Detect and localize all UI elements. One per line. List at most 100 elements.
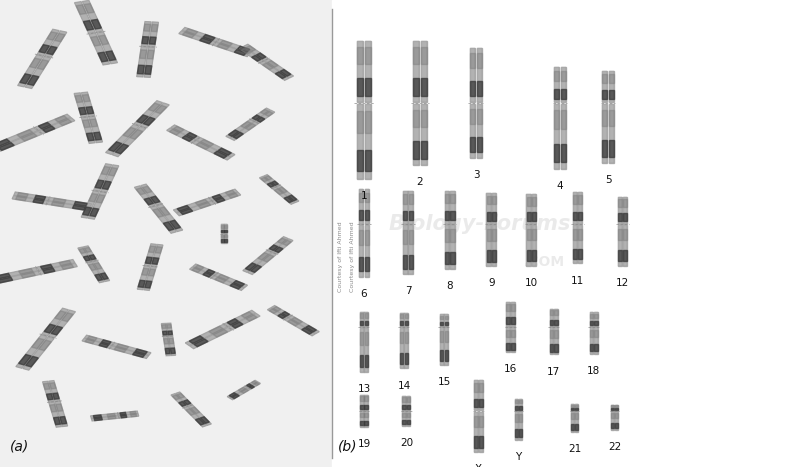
Polygon shape (178, 402, 186, 406)
Polygon shape (47, 201, 90, 211)
Polygon shape (288, 319, 298, 326)
Polygon shape (0, 273, 10, 279)
Polygon shape (38, 340, 51, 351)
Polygon shape (403, 230, 407, 244)
Polygon shape (252, 56, 261, 61)
Polygon shape (440, 351, 443, 361)
Polygon shape (477, 104, 482, 158)
Polygon shape (421, 104, 426, 165)
Polygon shape (221, 224, 224, 234)
Polygon shape (403, 225, 407, 274)
Polygon shape (486, 212, 490, 220)
Polygon shape (511, 304, 514, 311)
Polygon shape (623, 225, 627, 266)
Polygon shape (360, 313, 363, 318)
Polygon shape (477, 53, 482, 68)
Text: Courtesy of Ifti Ahmed: Courtesy of Ifti Ahmed (350, 221, 354, 292)
Polygon shape (450, 229, 454, 242)
Polygon shape (360, 327, 363, 372)
Polygon shape (217, 44, 229, 50)
Polygon shape (82, 94, 90, 102)
Polygon shape (506, 317, 510, 324)
Polygon shape (265, 112, 273, 116)
Polygon shape (445, 322, 448, 325)
Polygon shape (155, 106, 166, 113)
Polygon shape (82, 120, 90, 127)
Polygon shape (358, 189, 363, 224)
Polygon shape (407, 420, 410, 425)
Polygon shape (578, 195, 582, 204)
Polygon shape (55, 402, 67, 426)
Polygon shape (151, 24, 158, 32)
Polygon shape (574, 411, 578, 432)
Polygon shape (360, 396, 363, 401)
Polygon shape (221, 234, 224, 243)
Polygon shape (85, 248, 91, 252)
Polygon shape (365, 313, 368, 318)
Polygon shape (264, 175, 280, 186)
Polygon shape (623, 199, 627, 207)
Polygon shape (282, 311, 290, 316)
Polygon shape (445, 194, 449, 203)
Polygon shape (554, 89, 559, 99)
Polygon shape (610, 423, 614, 428)
Polygon shape (82, 207, 92, 215)
Polygon shape (445, 314, 448, 327)
Polygon shape (190, 407, 200, 414)
Polygon shape (210, 189, 238, 200)
Polygon shape (215, 198, 225, 203)
Polygon shape (445, 316, 448, 319)
Polygon shape (98, 52, 108, 62)
Polygon shape (618, 225, 622, 266)
Polygon shape (578, 248, 582, 260)
Polygon shape (403, 211, 407, 220)
Polygon shape (244, 44, 268, 60)
Polygon shape (166, 128, 195, 142)
Polygon shape (609, 140, 614, 156)
Polygon shape (254, 382, 259, 386)
Polygon shape (102, 340, 111, 344)
Polygon shape (554, 71, 559, 81)
Polygon shape (182, 135, 193, 142)
Polygon shape (365, 404, 368, 409)
Polygon shape (186, 28, 198, 35)
Polygon shape (273, 187, 294, 204)
Polygon shape (511, 327, 514, 352)
Polygon shape (554, 327, 558, 354)
Polygon shape (477, 48, 482, 102)
Polygon shape (162, 325, 166, 328)
Polygon shape (151, 245, 163, 267)
Polygon shape (250, 265, 262, 272)
Polygon shape (365, 41, 371, 102)
Text: 6: 6 (361, 289, 367, 299)
Polygon shape (162, 331, 167, 335)
Polygon shape (357, 150, 363, 171)
Polygon shape (365, 211, 370, 220)
Polygon shape (365, 312, 368, 327)
Polygon shape (561, 71, 566, 81)
Polygon shape (74, 93, 87, 117)
Polygon shape (44, 324, 55, 333)
Text: 10: 10 (525, 278, 538, 288)
Polygon shape (594, 312, 598, 327)
Polygon shape (94, 164, 112, 191)
Text: 22: 22 (608, 442, 621, 452)
Polygon shape (407, 405, 410, 409)
Polygon shape (450, 194, 454, 203)
Polygon shape (152, 258, 159, 264)
Polygon shape (85, 335, 114, 345)
Polygon shape (94, 132, 102, 140)
Polygon shape (18, 354, 31, 365)
Polygon shape (400, 353, 403, 364)
Polygon shape (610, 404, 614, 411)
Polygon shape (183, 400, 191, 405)
Polygon shape (198, 203, 210, 208)
Polygon shape (177, 393, 185, 398)
Polygon shape (575, 424, 578, 430)
Polygon shape (18, 193, 28, 197)
Polygon shape (193, 264, 217, 275)
Polygon shape (550, 344, 553, 352)
Polygon shape (479, 411, 482, 452)
Text: 9: 9 (488, 278, 494, 289)
Polygon shape (229, 393, 237, 397)
